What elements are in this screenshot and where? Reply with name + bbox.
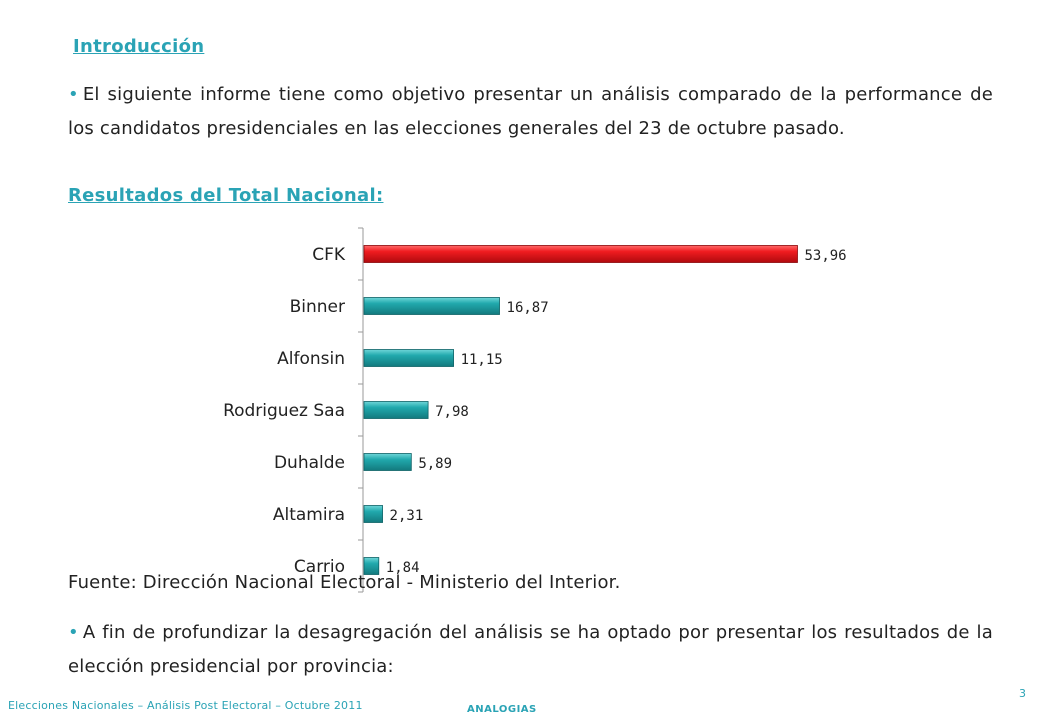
value-label: 53,96 <box>804 248 846 264</box>
chart-labels: CFK 53,96 Binner 16,87 Alfonsin 11,15 Rodrigue… <box>223 245 847 577</box>
category-label: Duhalde <box>274 453 345 473</box>
section-heading: Introducción <box>73 36 205 57</box>
chart-axis <box>358 227 364 593</box>
value-label: 2,31 <box>390 508 424 524</box>
bullet-icon: • <box>68 622 79 643</box>
bar-duhalde <box>363 453 412 471</box>
category-label: Alfonsin <box>277 349 345 369</box>
outro-paragraph: • A fin de profundizar la desagregación d… <box>68 616 993 684</box>
category-label: Binner <box>290 297 345 317</box>
value-label: 1,84 <box>386 560 420 576</box>
value-label: 7,98 <box>435 404 469 420</box>
results-heading: Resultados del Total Nacional: <box>68 185 384 206</box>
value-label: 5,89 <box>418 456 452 472</box>
category-label: CFK <box>312 245 346 265</box>
category-label: Carrio <box>294 557 345 577</box>
chart-bars <box>363 245 798 575</box>
bar-rodriguez-saa <box>363 401 429 419</box>
category-label: Altamira <box>273 505 345 525</box>
footer-title: Elecciones Nacionales – Análisis Post El… <box>8 699 363 712</box>
value-label: 11,15 <box>461 352 503 368</box>
bullet-icon: • <box>68 84 79 105</box>
bar-binner <box>363 297 500 315</box>
source-note: Fuente: Dirección Nacional Electoral - M… <box>68 572 621 593</box>
bar-cfk <box>363 245 798 263</box>
outro-text: A fin de profundizar la desagregación de… <box>68 622 993 677</box>
intro-text: El siguiente informe tiene como objetivo… <box>68 84 993 139</box>
category-label: Rodriguez Saa <box>223 401 345 421</box>
bar-altamira <box>363 505 383 523</box>
intro-paragraph: • El siguiente informe tiene como objetiv… <box>68 78 993 146</box>
bar-alfonsin <box>363 349 454 367</box>
value-label: 16,87 <box>507 300 549 316</box>
bar-carrio <box>363 557 380 575</box>
footer-brand-logo: ANALOGIAS <box>467 704 537 715</box>
page-number: 3 <box>1019 687 1026 700</box>
